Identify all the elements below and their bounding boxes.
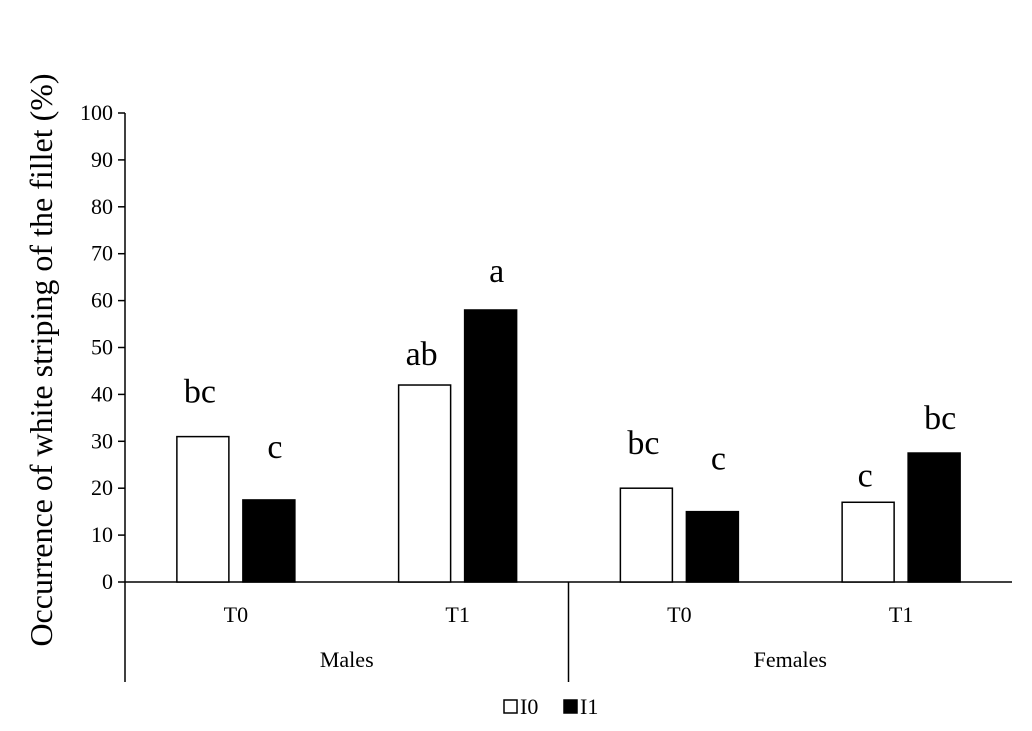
y-tick-label: 20 xyxy=(91,475,113,500)
y-axis-ticks: 0 10 20 30 40 50 60 70 80 90 100 xyxy=(80,100,125,594)
significance-letter: a xyxy=(489,253,504,290)
bar-i0 xyxy=(841,501,895,583)
y-tick-label: 50 xyxy=(91,335,113,360)
legend-label-i0: I0 xyxy=(520,694,538,719)
x-axis-labels: T0 T1 T0 T1 Males Females xyxy=(224,602,914,672)
y-tick-label: 30 xyxy=(91,428,113,453)
significance-letter: c xyxy=(267,429,282,466)
axes xyxy=(124,113,1012,682)
significance-letter: c xyxy=(858,457,873,494)
legend-label-i1: I1 xyxy=(580,694,598,719)
bars xyxy=(176,309,961,583)
legend-swatch-i0 xyxy=(503,699,518,714)
bar-i0 xyxy=(619,487,674,583)
y-axis-title: Occurrence of white striping of the fill… xyxy=(23,73,59,646)
legend: I0 I1 xyxy=(503,694,598,719)
bar-i1 xyxy=(463,309,518,583)
y-tick-label: 90 xyxy=(91,147,113,172)
x-category-label: T0 xyxy=(667,602,691,627)
y-tick-label: 100 xyxy=(80,100,113,125)
bar-i1 xyxy=(242,499,296,583)
significance-letter: ab xyxy=(406,336,438,373)
x-group-label: Females xyxy=(754,647,827,672)
bar-i0 xyxy=(176,435,230,583)
y-tick-label: 0 xyxy=(102,569,113,594)
x-category-label: T0 xyxy=(224,602,248,627)
y-tick-label: 60 xyxy=(91,288,113,313)
y-tick-label: 70 xyxy=(91,241,113,266)
bar-i0 xyxy=(397,384,452,583)
bar-i1 xyxy=(907,452,961,583)
significance-letter: bc xyxy=(924,400,956,437)
significance-letter: bc xyxy=(184,374,216,411)
x-category-label: T1 xyxy=(445,602,469,627)
significance-letter: bc xyxy=(627,425,659,462)
x-group-label: Males xyxy=(320,647,374,672)
y-tick-label: 10 xyxy=(91,522,113,547)
x-category-label: T1 xyxy=(889,602,913,627)
legend-swatch-i1 xyxy=(563,699,578,714)
significance-letters: bc c ab a bc c c bc xyxy=(184,253,956,494)
y-tick-label: 40 xyxy=(91,381,113,406)
significance-letter: c xyxy=(711,441,726,478)
bar-i1 xyxy=(685,510,740,583)
y-tick-label: 80 xyxy=(91,194,113,219)
